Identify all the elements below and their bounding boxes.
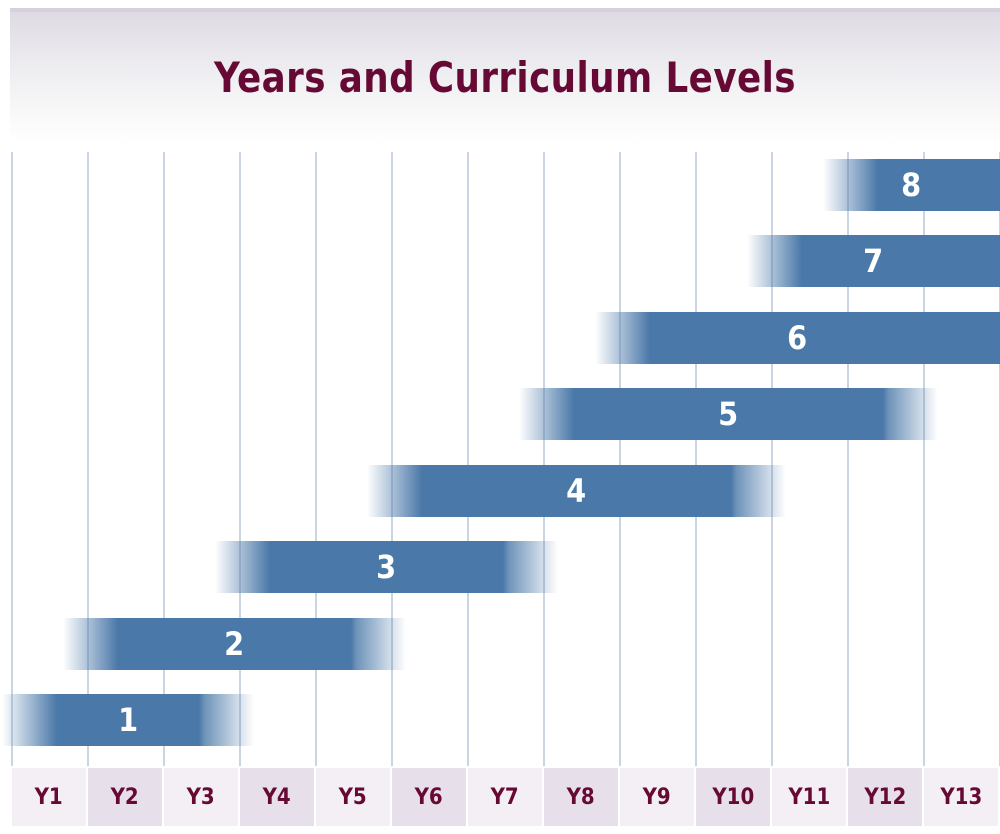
- year-axis: Y1 Y2 Y3 Y4 Y5 Y6 Y7 Y8 Y9 Y10 Y11 Y12 Y13: [12, 768, 1000, 826]
- gridline: [87, 152, 89, 766]
- level-label-5: 5: [718, 395, 739, 433]
- year-label-y2: Y2: [88, 768, 162, 826]
- level-label-8: 8: [901, 165, 922, 204]
- year-label-y6: Y6: [392, 768, 466, 826]
- year-label-y12: Y12: [848, 768, 922, 826]
- gridline: [695, 152, 697, 766]
- year-label-y9: Y9: [620, 768, 694, 826]
- level-label-6: 6: [787, 318, 808, 357]
- year-label-y1: Y1: [12, 768, 86, 826]
- level-label-4: 4: [566, 471, 587, 510]
- level-bar-2: 2: [62, 617, 406, 670]
- level-bar-5: 5: [518, 388, 938, 440]
- year-label-y13: Y13: [924, 768, 998, 826]
- level-bar-4: 4: [366, 464, 786, 517]
- gridline: [543, 152, 545, 766]
- title-band: Years and Curriculum Levels: [10, 8, 1000, 144]
- gridline: [847, 152, 849, 766]
- level-bar-3: 3: [214, 541, 558, 593]
- year-label-y4: Y4: [240, 768, 314, 826]
- level-label-3: 3: [376, 548, 397, 586]
- gridline: [315, 152, 317, 766]
- year-label-y7: Y7: [468, 768, 542, 826]
- gridline: [239, 152, 241, 766]
- level-label-2: 2: [224, 624, 245, 663]
- gridline: [923, 152, 925, 766]
- level-bar-1: 1: [2, 694, 254, 746]
- year-label-y3: Y3: [164, 768, 238, 826]
- level-bar-6: 6: [594, 311, 1000, 364]
- year-label-y8: Y8: [544, 768, 618, 826]
- year-label-y10: Y10: [696, 768, 770, 826]
- level-label-1: 1: [117, 701, 138, 739]
- level-bar-8: 8: [822, 158, 1000, 211]
- gridline: [163, 152, 165, 766]
- chart-title: Years and Curriculum Levels: [214, 53, 796, 102]
- gridline: [467, 152, 469, 766]
- gridline: [619, 152, 621, 766]
- year-label-y5: Y5: [316, 768, 390, 826]
- year-label-y11: Y11: [772, 768, 846, 826]
- level-label-7: 7: [863, 242, 884, 280]
- gridline: [11, 152, 13, 766]
- gridline: [391, 152, 393, 766]
- gridline: [771, 152, 773, 766]
- level-bar-7: 7: [746, 235, 1000, 287]
